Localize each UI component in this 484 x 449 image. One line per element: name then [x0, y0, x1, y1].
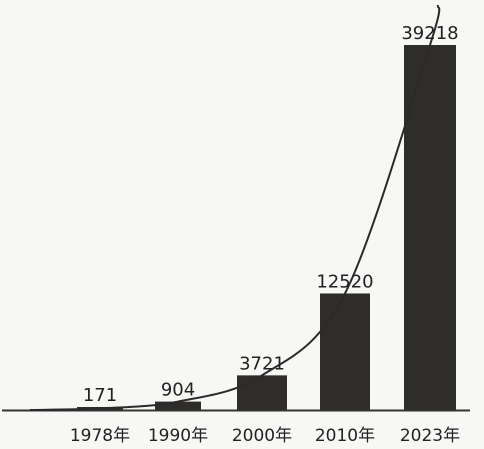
value-label-4: 12520	[316, 271, 373, 292]
category-label-5: 2023年	[400, 426, 460, 446]
category-label-2: 1990年	[148, 426, 208, 446]
category-labels-group: 1978年 1990年 2000年 2010年 2023年	[70, 426, 460, 446]
bar-3	[237, 375, 287, 410]
category-label-3: 2000年	[232, 426, 292, 446]
value-label-5: 39218	[401, 23, 458, 44]
value-label-2: 904	[161, 380, 195, 401]
bar-4	[320, 293, 370, 410]
value-label-3: 3721	[239, 353, 285, 374]
bar-2	[155, 401, 201, 410]
bars-group	[77, 45, 456, 410]
category-label-1: 1978年	[70, 426, 130, 446]
bar-5	[404, 45, 456, 410]
trend-line	[29, 4, 441, 411]
category-label-4: 2010年	[315, 426, 375, 446]
value-labels-group: 171 904 3721 12520 39218	[83, 23, 459, 406]
value-label-1: 171	[83, 385, 117, 406]
